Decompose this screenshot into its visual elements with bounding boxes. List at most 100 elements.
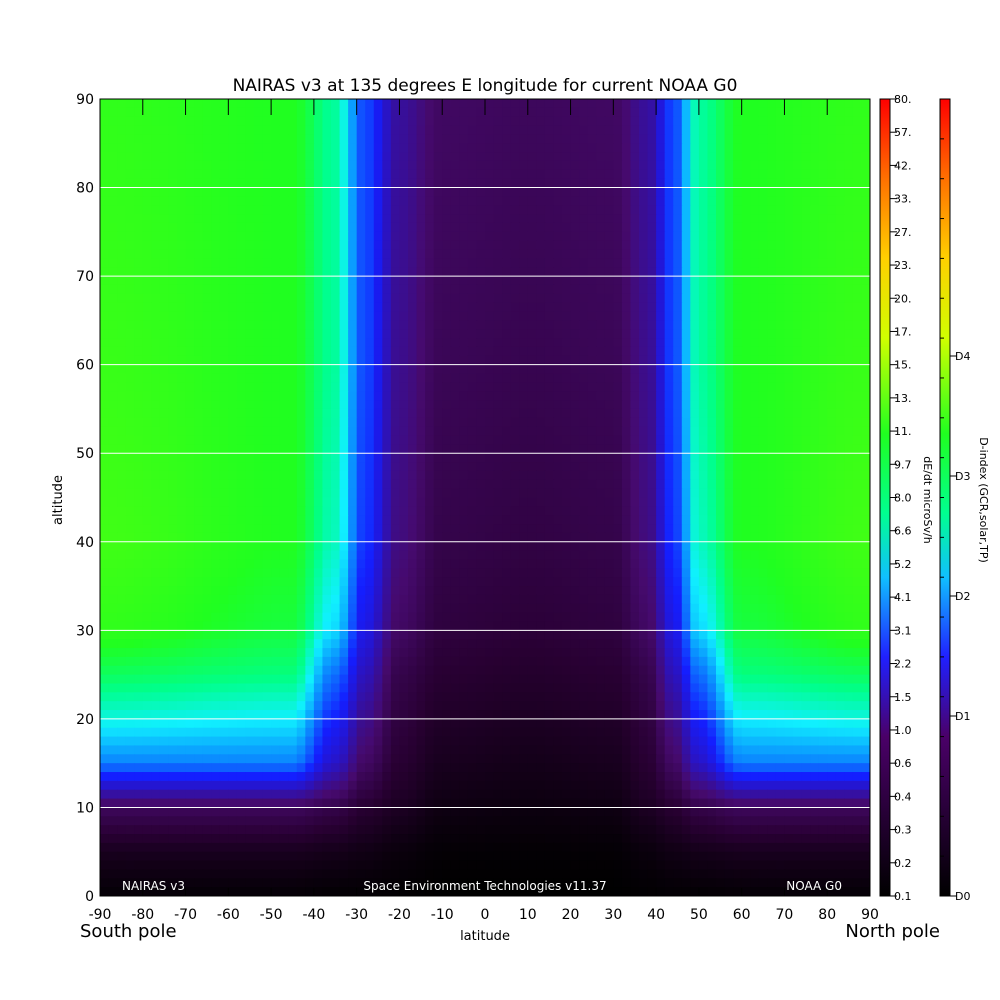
field-cell bbox=[467, 541, 478, 552]
field-cell bbox=[108, 205, 118, 215]
field-cell bbox=[254, 524, 264, 534]
field-cell bbox=[219, 267, 229, 277]
field-cell bbox=[459, 329, 469, 339]
field-cell bbox=[621, 532, 632, 543]
field-cell bbox=[587, 470, 597, 481]
field-cell bbox=[236, 506, 247, 516]
field-cell bbox=[322, 364, 332, 375]
field-cell bbox=[741, 408, 751, 419]
field-cell bbox=[613, 373, 623, 383]
field-cell bbox=[750, 143, 760, 153]
field-cell bbox=[373, 408, 383, 419]
field-cell bbox=[339, 497, 349, 507]
field-cell bbox=[296, 541, 306, 552]
field-cell bbox=[801, 453, 811, 463]
field-cell bbox=[262, 462, 272, 472]
field-cell bbox=[553, 426, 563, 437]
field-cell bbox=[835, 515, 845, 525]
field-cell bbox=[587, 160, 597, 171]
field-cell bbox=[356, 426, 366, 437]
field-cell bbox=[536, 488, 546, 499]
field-cell bbox=[476, 249, 486, 259]
field-cell bbox=[544, 160, 555, 171]
field-cell bbox=[288, 568, 298, 578]
field-cell bbox=[621, 222, 632, 233]
field-cell bbox=[279, 125, 289, 136]
field-cell bbox=[519, 453, 529, 463]
field-cell bbox=[202, 152, 212, 162]
field-cell bbox=[245, 506, 255, 516]
field-cell bbox=[656, 267, 666, 277]
field-cell bbox=[673, 284, 683, 295]
field-cell bbox=[604, 143, 614, 153]
field-cell bbox=[604, 497, 614, 507]
field-cell bbox=[117, 143, 127, 153]
field-cell bbox=[100, 205, 110, 215]
field-cell bbox=[562, 178, 572, 189]
field-cell bbox=[108, 187, 118, 198]
field-cell bbox=[852, 506, 863, 516]
field-cell bbox=[536, 541, 546, 552]
field-cell bbox=[168, 134, 178, 144]
field-cell bbox=[476, 382, 486, 392]
field-cell bbox=[254, 311, 264, 321]
field-cell bbox=[425, 205, 435, 215]
field-cell bbox=[604, 373, 614, 383]
field-cell bbox=[211, 99, 221, 109]
field-cell bbox=[125, 329, 135, 339]
field-cell bbox=[177, 550, 187, 561]
field-cell bbox=[673, 346, 683, 357]
field-cell bbox=[750, 515, 760, 525]
field-cell bbox=[553, 355, 563, 366]
field-cell bbox=[775, 222, 786, 233]
field-cell bbox=[536, 214, 546, 224]
field-cell bbox=[553, 143, 563, 153]
field-cell bbox=[202, 346, 212, 357]
field-cell bbox=[793, 391, 803, 401]
field-cell bbox=[331, 249, 341, 259]
field-cell bbox=[630, 524, 640, 534]
field-cell bbox=[485, 320, 495, 330]
field-cell bbox=[562, 550, 572, 561]
field-cell bbox=[724, 444, 734, 454]
field-cell bbox=[784, 249, 794, 259]
field-cell bbox=[356, 99, 366, 109]
field-cell bbox=[211, 187, 221, 198]
field-cell bbox=[254, 214, 264, 224]
field-cell bbox=[185, 169, 195, 180]
field-cell bbox=[365, 338, 375, 348]
field-cell bbox=[493, 311, 503, 321]
field-cell bbox=[202, 276, 212, 286]
field-cell bbox=[305, 488, 315, 499]
field-cell bbox=[681, 550, 691, 561]
field-cell bbox=[852, 568, 863, 578]
field-cell bbox=[613, 293, 623, 304]
field-cell bbox=[142, 532, 152, 543]
field-cell bbox=[433, 400, 443, 410]
field-cell bbox=[579, 160, 589, 171]
field-cell bbox=[442, 417, 452, 428]
field-cell bbox=[408, 497, 418, 507]
field-cell bbox=[339, 373, 349, 383]
field-cell bbox=[288, 524, 298, 534]
field-cell bbox=[741, 205, 751, 215]
field-cell bbox=[467, 231, 478, 242]
field-cell bbox=[647, 541, 657, 552]
field-cell bbox=[433, 515, 443, 525]
field-cell bbox=[339, 187, 349, 198]
field-cell bbox=[621, 577, 632, 587]
field-cell bbox=[271, 497, 281, 507]
field-cell bbox=[536, 559, 546, 569]
field-cell bbox=[527, 577, 537, 587]
field-cell bbox=[493, 568, 503, 578]
field-cell bbox=[142, 515, 152, 525]
field-cell bbox=[810, 222, 820, 233]
field-cell bbox=[493, 382, 503, 392]
field-cell bbox=[433, 364, 443, 375]
field-cell bbox=[741, 222, 751, 233]
field-cell bbox=[690, 249, 700, 259]
field-cell bbox=[313, 284, 324, 295]
field-cell bbox=[476, 470, 486, 481]
field-cell bbox=[639, 240, 649, 251]
field-cell bbox=[493, 532, 503, 543]
